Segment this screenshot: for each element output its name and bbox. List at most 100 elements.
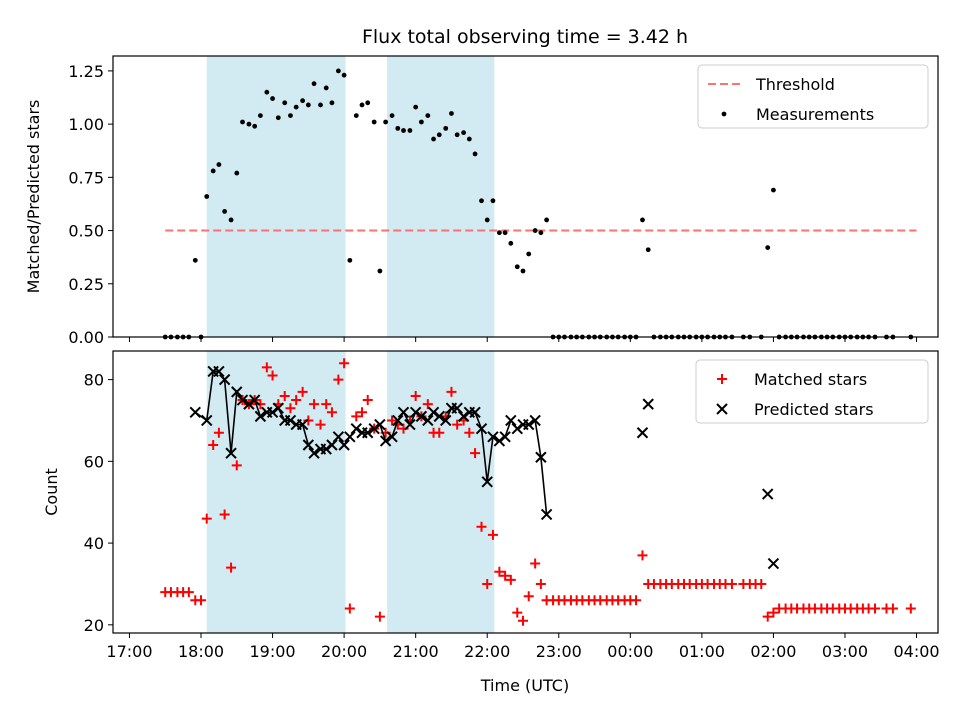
measurements-marker — [472, 151, 478, 157]
predicted-stars-marker — [362, 427, 374, 439]
measurements-marker — [526, 251, 532, 257]
predicted-stars-marker — [767, 557, 780, 570]
legend: Threshold Measurements — [697, 64, 929, 129]
measurements-marker — [461, 130, 467, 136]
measurements-marker — [282, 100, 288, 106]
y-axis-label: Matched/Predicted stars — [24, 100, 43, 294]
matched-stars-marker — [208, 440, 219, 450]
predicted-stars-marker — [254, 410, 267, 423]
measurements-marker — [401, 128, 406, 133]
legend-measurements-swatch — [721, 111, 727, 117]
predicted-stars-marker — [338, 439, 350, 451]
legend-predicted-stars-swatch — [716, 403, 728, 415]
predicted-stars-marker — [248, 394, 261, 406]
matched-stars-marker — [422, 399, 433, 410]
measurements-marker — [228, 217, 234, 223]
predicted-stars-marker — [422, 414, 434, 427]
measurements-marker — [341, 72, 347, 78]
measurements-marker — [502, 230, 508, 236]
measurements-marker — [270, 96, 275, 101]
predicted-stars-marker — [225, 447, 237, 459]
predicted-stars-marker — [493, 435, 506, 447]
x-tick-label: 03:00 — [822, 642, 868, 661]
predicted-stars-marker — [397, 406, 410, 419]
measurements-marker — [395, 125, 401, 131]
matched-stars-marker — [357, 407, 368, 418]
measurements-marker — [365, 100, 371, 106]
measurements-marker — [246, 121, 252, 127]
measurements-marker — [466, 136, 472, 142]
predicted-stars-marker — [320, 443, 332, 455]
matched-stars-marker — [279, 390, 290, 401]
measurements-marker — [353, 113, 359, 119]
measurements-marker — [240, 119, 245, 125]
predicted-stars-marker — [415, 410, 428, 423]
predicted-stars-marker — [189, 406, 201, 419]
predicted-stars-marker — [511, 422, 523, 435]
predicted-stars-marker — [404, 418, 416, 431]
matched-stars-marker — [387, 415, 398, 426]
matched-stars-marker — [523, 591, 534, 602]
predicted-stars-marker — [308, 447, 320, 459]
measurements-marker — [449, 111, 454, 116]
matched-stars-marker — [344, 603, 355, 614]
x-tick-label: 02:00 — [750, 642, 796, 661]
predicted-stars-marker — [392, 414, 404, 427]
matched-stars-marker — [512, 607, 523, 618]
y-tick-label: 1.00 — [68, 115, 104, 134]
measurements-marker — [323, 85, 329, 91]
measurements-marker — [293, 104, 299, 110]
legend: Matched stars Predicted stars — [695, 359, 929, 424]
predicted-stars-marker — [457, 410, 470, 423]
observing-interval-shade — [387, 56, 495, 337]
predicted-stars-marker — [213, 365, 225, 378]
predicted-stars-marker — [266, 406, 279, 419]
observing-interval-shade — [206, 56, 346, 337]
measurements-marker — [454, 132, 460, 138]
matched-stars-marker — [762, 611, 773, 622]
y-tick-label: 0.25 — [68, 275, 104, 294]
measurements-marker — [425, 113, 431, 119]
matched-stars-marker — [756, 578, 767, 589]
measurements-marker — [264, 89, 270, 95]
predicted-stars-marker — [761, 488, 774, 500]
measurements-marker — [407, 128, 413, 133]
x-axis-label: Time (UTC) — [480, 676, 569, 695]
matched-stars-marker — [309, 399, 320, 410]
matched-stars-marker — [255, 399, 266, 410]
measurements-marker — [288, 113, 293, 119]
measurements-marker — [413, 104, 419, 110]
legend-label: Measurements — [756, 105, 874, 124]
legend-matched-stars-swatch — [717, 374, 727, 384]
measurements-marker — [329, 100, 335, 106]
matched-stars-marker — [297, 386, 308, 397]
predicted-stars-marker — [523, 418, 535, 431]
matched-stars-marker — [535, 578, 546, 589]
predicted-stars-marker — [427, 406, 440, 419]
matched-stars-marker — [321, 399, 332, 410]
predicted-stars-marker — [332, 431, 345, 443]
matched-stars-marker — [452, 419, 463, 430]
predicted-stars-marker — [440, 414, 452, 427]
measurements-marker — [645, 247, 651, 253]
measurements-marker — [389, 113, 395, 119]
predicted-stars-marker — [535, 451, 547, 463]
predicted-stars-marker — [481, 476, 493, 488]
matched-stars-marker — [219, 509, 230, 520]
measurements-marker — [765, 245, 771, 250]
measurements-marker — [771, 187, 776, 193]
measurements-marker — [377, 268, 383, 274]
x-tick-label: 01:00 — [679, 642, 725, 661]
matched-stars-marker — [339, 358, 350, 369]
matched-stars-marker — [905, 603, 916, 614]
y-tick-label: 40 — [84, 534, 104, 553]
matched-stars-marker — [494, 566, 505, 577]
matched-stars-marker — [446, 386, 457, 397]
matched-stars-marker — [291, 395, 302, 406]
x-tick-label: 17:00 — [106, 642, 152, 661]
matched-stars-marker — [326, 407, 337, 418]
predicted-stars-marker — [529, 414, 541, 427]
measurements-marker — [443, 125, 449, 131]
matched-stars-marker — [505, 574, 516, 585]
predicted-stars-marker — [284, 414, 297, 427]
